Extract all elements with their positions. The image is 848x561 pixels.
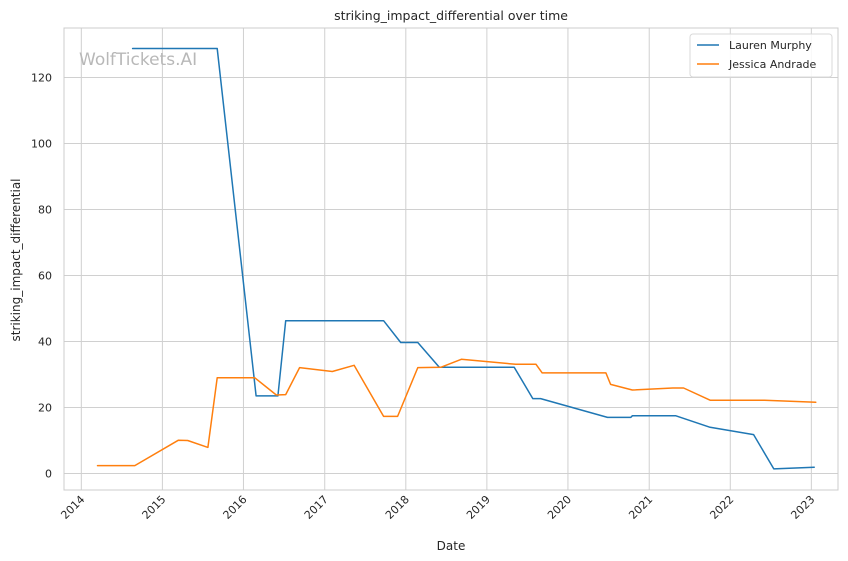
y-tick-label: 120 — [31, 72, 52, 85]
series-line-lauren-murphy — [131, 47, 815, 470]
y-tick-label: 0 — [45, 468, 52, 481]
y-axis-title: striking_impact_differential — [9, 178, 23, 341]
legend-label-jessica-andrade: Jessica Andrade — [728, 58, 817, 71]
y-tick-label: 20 — [38, 402, 52, 415]
chart-title: striking_impact_differential over time — [334, 8, 568, 23]
y-tick-label: 60 — [38, 270, 52, 283]
series-line-jessica-andrade — [96, 358, 817, 467]
legend-label-lauren-murphy: Lauren Murphy — [729, 39, 812, 52]
watermark-text: WolfTickets.AI — [79, 50, 197, 70]
plot-frame — [63, 27, 839, 491]
legend-box — [689, 33, 833, 78]
x-axis-title: Date — [437, 539, 466, 553]
y-tick-label: 80 — [38, 204, 52, 217]
legend: Lauren Murphy Jessica Andrade — [689, 33, 833, 78]
plot-area — [64, 28, 838, 490]
gridlines — [64, 28, 838, 490]
y-tick-label: 100 — [31, 138, 52, 151]
y-tick-label: 40 — [38, 336, 52, 349]
series-lines — [96, 47, 817, 470]
